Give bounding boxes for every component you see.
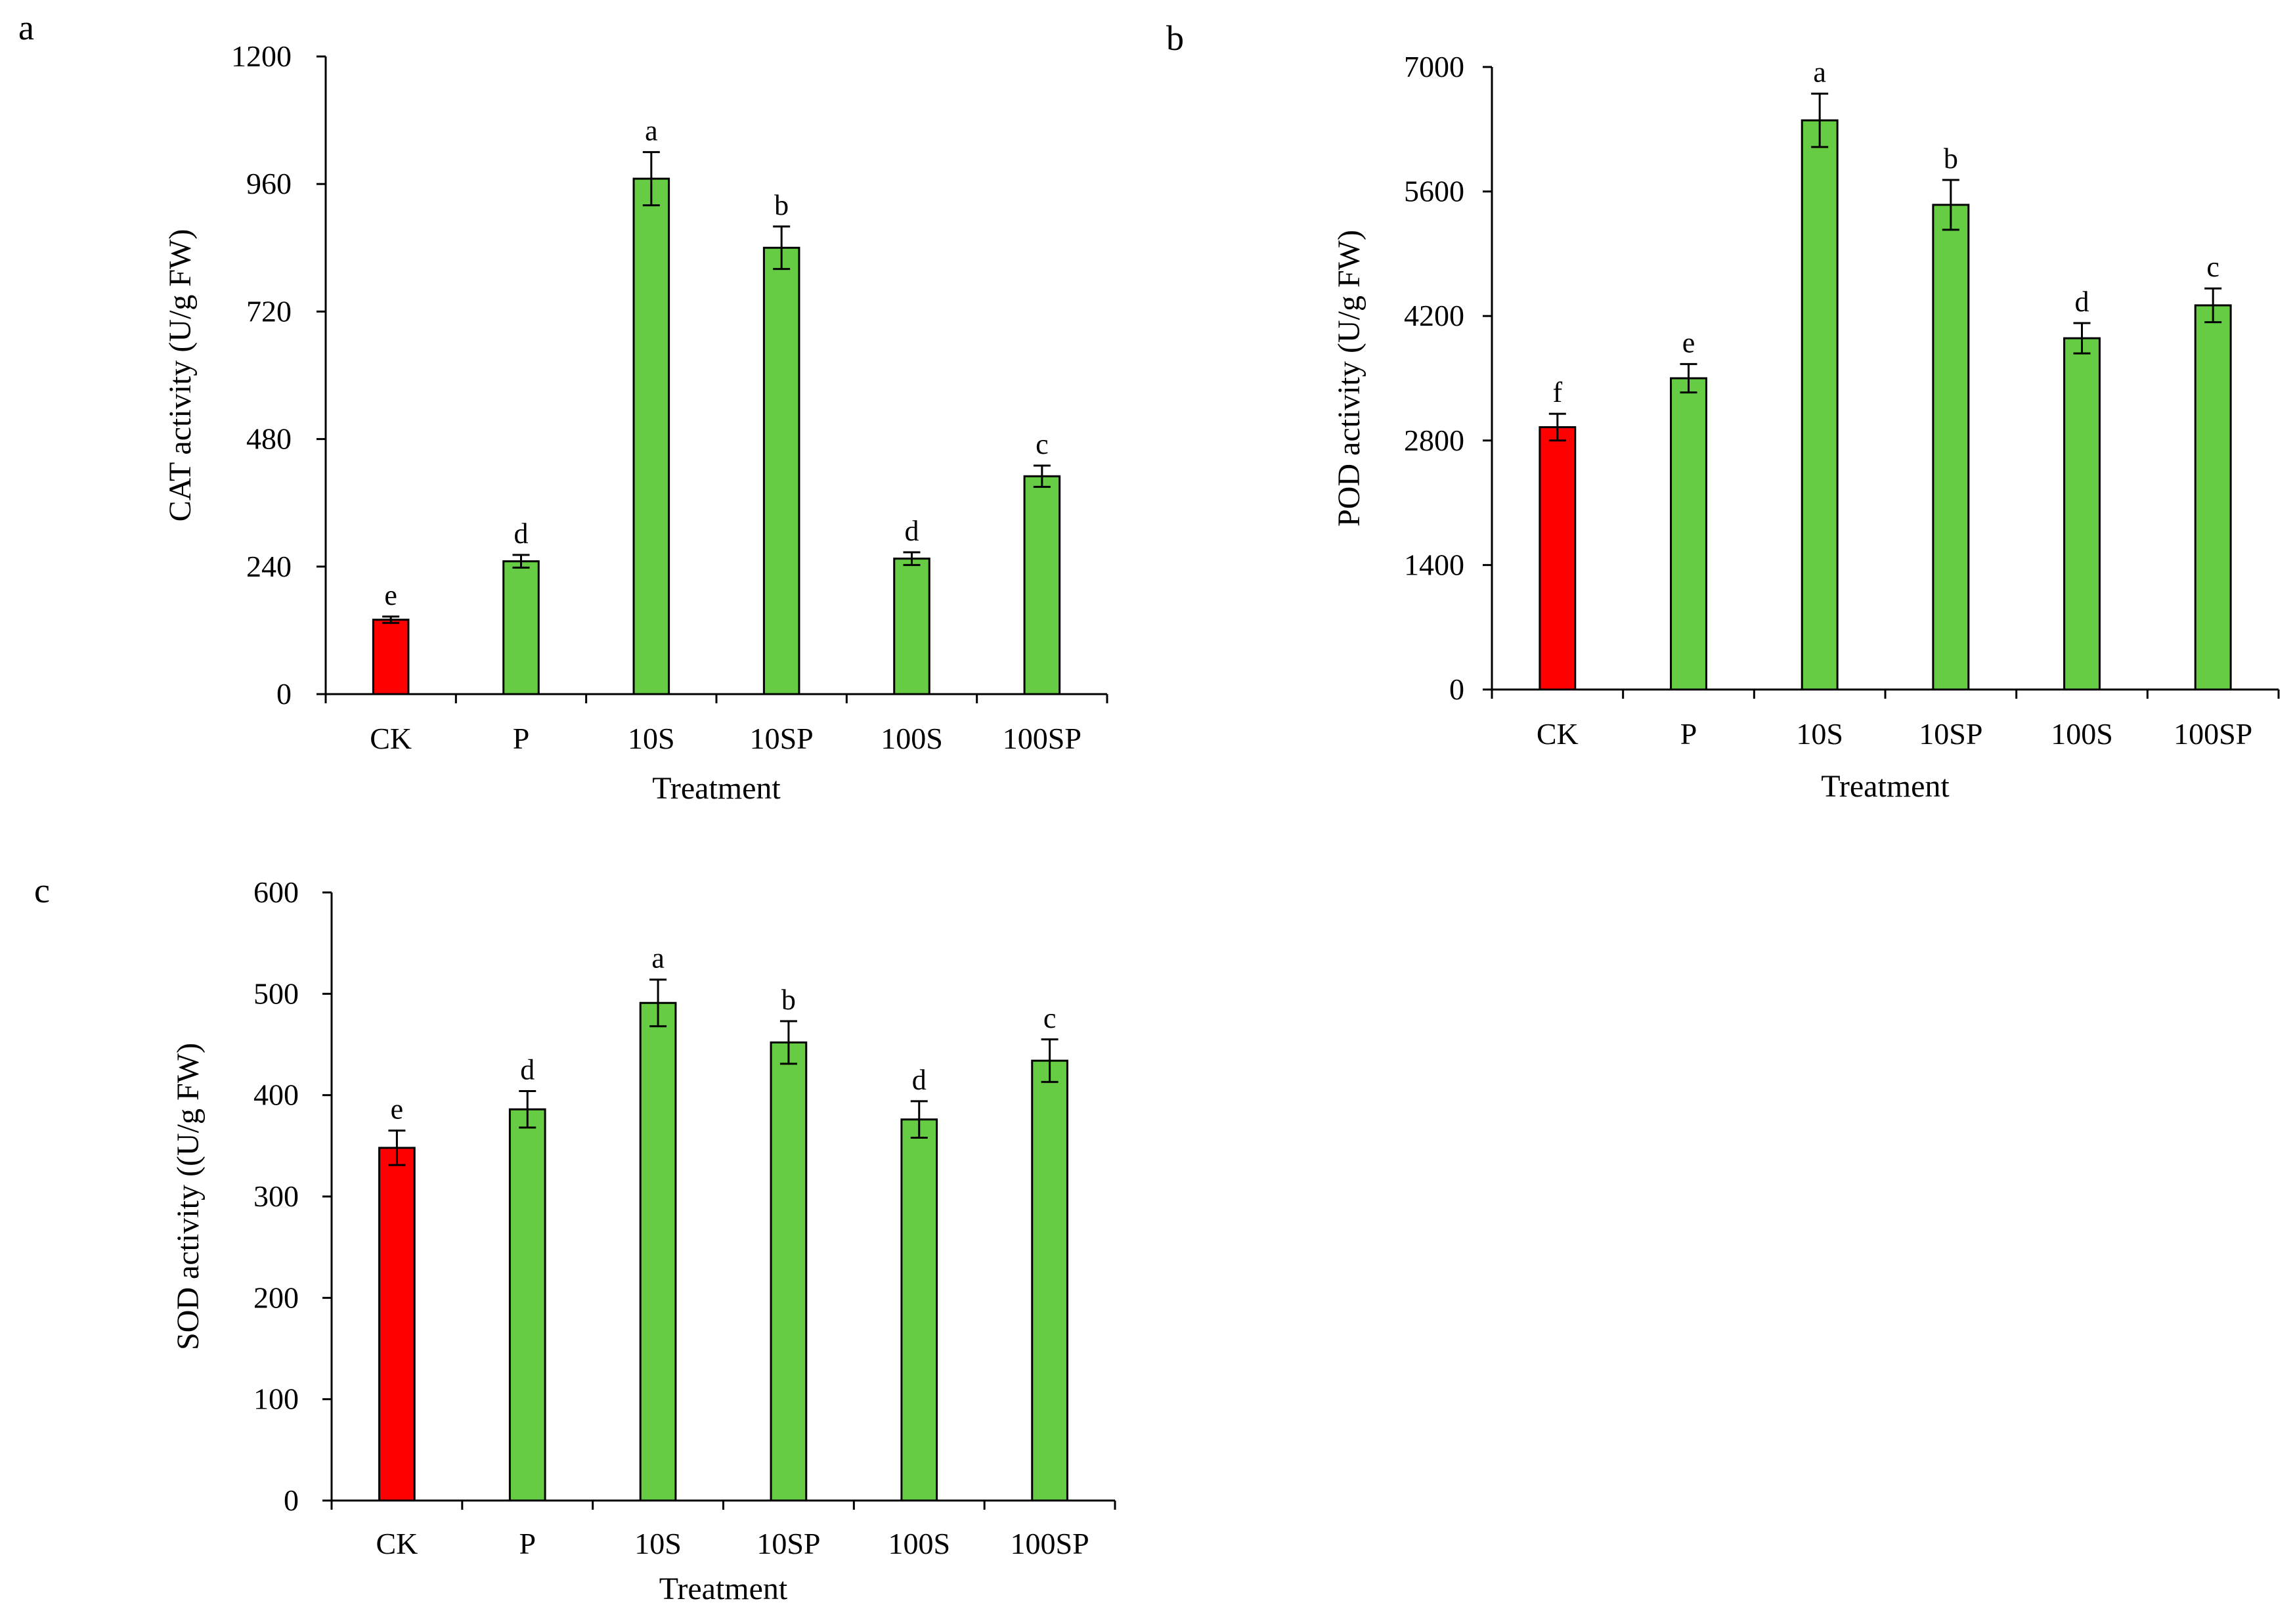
bar-P [508,1108,546,1502]
y-tick-label: 400 [253,1078,299,1112]
bar-10SP [762,246,800,695]
category-label-100S: 100S [888,1527,950,1560]
bar-10SP [1932,204,1970,691]
y-tick-label: 7000 [1404,50,1464,83]
bar-100S [900,1118,938,1502]
chart-panel-c: c 0 100 200 300 400 500 600 e CK d Pa 10S b 10SP d 100S c… [34,871,1116,1606]
significance-label-P: d [520,1053,535,1086]
bar-100SP [1023,475,1061,695]
significance-label-CK: e [384,579,397,611]
category-label-10SP: 10SP [750,722,814,755]
y-tick-label: 0 [1449,672,1464,706]
bar-P [502,560,540,695]
category-label-10S: 10S [1796,717,1843,751]
y-axis-label: CAT activity (U/g FW) [163,229,198,522]
significance-label-10SP: b [774,189,789,221]
x-axis-label: Treatment [652,771,781,806]
category-label-100S: 100S [2051,717,2113,751]
bar-10SP [770,1041,808,1502]
significance-label-P: e [1682,326,1695,359]
bar-100SP [2194,304,2232,691]
category-label-10S: 10S [628,722,675,755]
category-label-CK: CK [370,722,412,755]
significance-label-CK: f [1553,376,1563,408]
y-tick-label: 0 [284,1483,299,1517]
significance-label-100S: d [912,1064,927,1096]
y-tick-label: 300 [253,1179,299,1213]
x-axis-label: Treatment [1821,769,1950,804]
category-label-CK: CK [1537,717,1579,751]
y-tick-label: 500 [253,977,299,1010]
x-axis-label: Treatment [659,1571,788,1606]
category-label-10SP: 10SP [756,1527,820,1560]
y-tick-label: 100 [253,1382,299,1416]
bar-CK [378,1147,416,1502]
chart-panel-b: b 0 1400 2800 4200 5600 7000 f CK e Pa 10S b 10SP d 100… [1166,18,2280,804]
panel-letter: a [18,8,34,47]
y-tick-label: 0 [276,677,292,711]
y-axis-label: SOD activity ((U/g FW) [171,1043,206,1350]
panel-letter: b [1166,18,1184,58]
significance-label-100SP: c [2206,251,2219,283]
category-label-100SP: 100SP [1003,722,1082,755]
category-label-P: P [1680,717,1697,751]
significance-label-100SP: c [1043,1002,1057,1034]
y-axis-label: POD activity (U/g FW) [1332,230,1366,527]
significance-label-10S: a [651,942,665,975]
panel-letter: c [34,871,50,910]
category-label-100SP: 100SP [1010,1527,1089,1560]
bar-CK [372,619,410,695]
significance-label-10S: a [645,115,658,147]
category-label-10SP: 10SP [1919,717,1982,751]
category-label-P: P [519,1527,536,1560]
y-tick-label: 1400 [1404,548,1464,581]
y-tick-label: 240 [246,550,292,583]
significance-label-100S: d [2075,286,2089,318]
bar-10S [639,1001,677,1502]
bar-10S [1801,119,1839,691]
y-tick-label: 720 [246,294,292,328]
significance-label-10SP: b [781,984,796,1016]
y-tick-label: 2800 [1404,424,1464,457]
category-label-CK: CK [376,1527,418,1560]
y-tick-label: 200 [253,1281,299,1314]
significance-label-10SP: b [1944,143,1958,175]
y-tick-label: 4200 [1404,299,1464,332]
bar-P [1670,377,1707,691]
significance-label-10S: a [1813,56,1826,89]
chart-panel-a: a 0 240 480 720 960 1200 e CK d Pa 10S b 10SP d 100S c 10… [18,8,1108,806]
bar-CK [1539,426,1577,691]
chart-panels: a02404807209601200eCKdPa10Sb10SPd100Sc10… [18,8,2280,1606]
y-tick-label: 600 [253,875,299,909]
bar-100S [893,558,930,695]
category-label-100SP: 100SP [2174,717,2252,751]
y-tick-label: 5600 [1404,175,1464,208]
bar-100SP [1031,1059,1068,1502]
category-label-P: P [513,722,530,755]
category-label-10S: 10S [634,1527,682,1560]
category-label-100S: 100S [881,722,943,755]
significance-label-100SP: c [1036,428,1049,460]
significance-label-CK: e [391,1093,404,1126]
significance-label-100S: d [905,515,919,547]
y-tick-label: 960 [246,167,292,200]
significance-label-P: d [514,517,529,550]
bar-10S [632,177,670,695]
y-tick-label: 480 [246,422,292,456]
bar-100S [2063,337,2101,691]
y-tick-label: 1200 [231,39,292,73]
